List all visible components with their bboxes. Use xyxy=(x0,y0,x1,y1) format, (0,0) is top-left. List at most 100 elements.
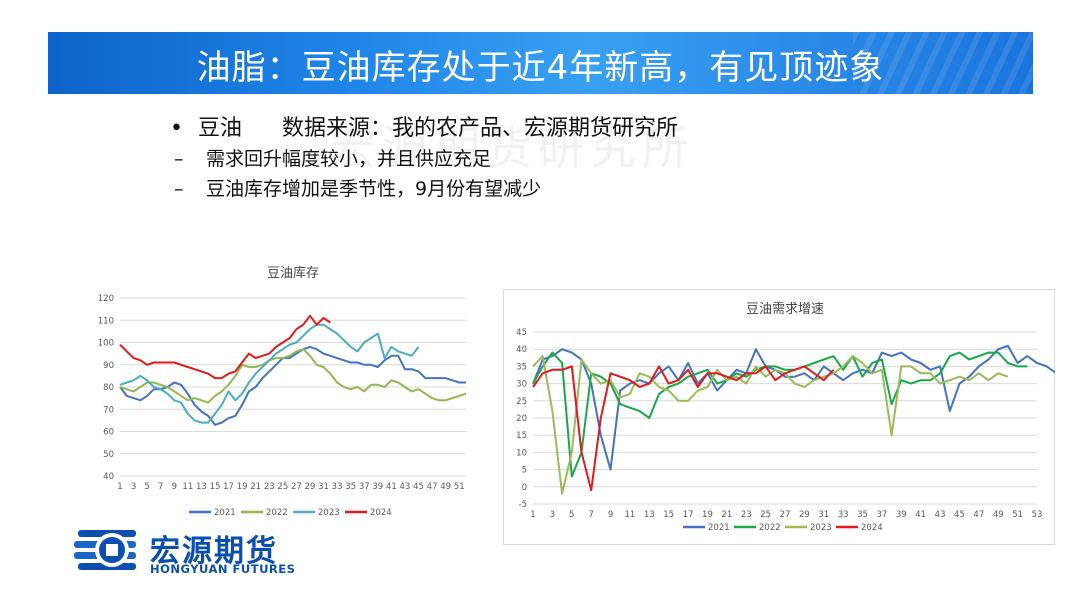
y-tick-label: 35 xyxy=(516,362,527,372)
x-tick-label: 51 xyxy=(1012,510,1023,520)
bullet-source: 数据来源：我的农产品、宏源期货研究所 xyxy=(282,116,679,141)
x-tick-label: 25 xyxy=(277,482,288,492)
x-tick-label: 39 xyxy=(372,482,383,492)
y-tick-label: 120 xyxy=(98,294,114,304)
x-tick-label: 27 xyxy=(291,482,302,492)
series-line-2022 xyxy=(119,348,467,404)
series-line-2021 xyxy=(119,345,466,426)
x-tick-label: 37 xyxy=(877,510,888,520)
y-tick-label: 50 xyxy=(103,450,114,460)
x-tick-label: 45 xyxy=(413,482,424,492)
legend-label: 2021 xyxy=(708,523,730,533)
y-tick-label: 5 xyxy=(522,466,527,476)
x-tick-label: 11 xyxy=(182,482,193,492)
y-tick-label: 110 xyxy=(98,316,114,326)
series-line-2023 xyxy=(119,323,420,424)
y-tick-label: 15 xyxy=(516,431,527,441)
y-tick-label: 90 xyxy=(103,361,114,371)
y-tick-label: 70 xyxy=(103,405,114,415)
y-tick-label: 60 xyxy=(103,428,114,438)
x-tick-label: 21 xyxy=(721,510,732,520)
x-tick-label: 15 xyxy=(210,482,221,492)
y-tick-label: 10 xyxy=(516,448,527,458)
x-tick-label: 29 xyxy=(305,482,316,492)
x-tick-label: 9 xyxy=(172,482,177,492)
logo-icon xyxy=(74,530,136,570)
x-tick-label: 43 xyxy=(400,482,411,492)
y-tick-label: 25 xyxy=(516,397,527,407)
x-tick-label: 35 xyxy=(857,510,868,520)
x-tick-label: 45 xyxy=(954,510,965,520)
x-tick-label: 29 xyxy=(799,510,810,520)
x-tick-label: 53 xyxy=(1032,510,1043,520)
x-tick-label: 51 xyxy=(454,482,465,492)
x-tick-label: 33 xyxy=(838,510,849,520)
x-tick-label: 19 xyxy=(237,482,248,492)
legend-label: 2024 xyxy=(861,523,883,533)
x-tick-label: 23 xyxy=(264,482,275,492)
y-tick-label: 40 xyxy=(103,472,114,482)
page-title: 油脂：豆油库存处于近4年新高，有见顶迹象 xyxy=(196,48,885,88)
y-tick-label: 100 xyxy=(98,339,114,349)
dash-icon: – xyxy=(174,148,184,170)
x-tick-label: 47 xyxy=(973,510,984,520)
bullet-sub-1: – 需求回升幅度较小，并且供应充足 xyxy=(174,144,678,174)
x-tick-label: 39 xyxy=(896,510,907,520)
x-tick-label: 23 xyxy=(741,510,752,520)
x-tick-label: 5 xyxy=(144,482,149,492)
y-tick-label: 40 xyxy=(516,345,527,355)
series-line-2021 xyxy=(532,344,1055,471)
x-tick-label: 3 xyxy=(550,510,555,520)
x-tick-label: 1 xyxy=(530,510,535,520)
x-tick-label: 17 xyxy=(683,510,694,520)
legend-label: 2023 xyxy=(810,523,832,533)
x-tick-label: 41 xyxy=(386,482,397,492)
x-tick-label: 13 xyxy=(196,482,207,492)
y-tick-label: 20 xyxy=(516,414,527,424)
x-tick-label: 49 xyxy=(993,510,1004,520)
bullet-dot-icon: • xyxy=(170,116,183,141)
x-tick-label: 1 xyxy=(117,482,122,492)
legend-label: 2024 xyxy=(370,508,392,518)
y-tick-label: 30 xyxy=(516,380,527,390)
x-tick-label: 7 xyxy=(158,482,163,492)
x-tick-label: 25 xyxy=(760,510,771,520)
series-line-2024 xyxy=(119,314,331,380)
bullet-sub-text: 需求回升幅度较小，并且供应充足 xyxy=(206,148,492,170)
bullet-sub-text: 豆油库存增加是季节性，9月份有望减少 xyxy=(206,178,542,200)
x-tick-label: 9 xyxy=(608,510,613,520)
x-tick-label: 35 xyxy=(345,482,356,492)
bullet-main: • 豆油 数据来源：我的农产品、宏源期货研究所 xyxy=(170,114,678,144)
y-tick-label: 45 xyxy=(516,328,527,338)
x-tick-label: 13 xyxy=(644,510,655,520)
legend-label: 2021 xyxy=(214,508,236,518)
bullet-list: • 豆油 数据来源：我的农产品、宏源期货研究所 – 需求回升幅度较小，并且供应充足 –… xyxy=(170,114,678,204)
y-tick-label: 80 xyxy=(103,383,114,393)
legend-label: 2022 xyxy=(266,508,288,518)
legend-label: 2022 xyxy=(759,523,781,533)
x-tick-label: 11 xyxy=(625,510,636,520)
x-tick-label: 21 xyxy=(250,482,261,492)
x-tick-label: 3 xyxy=(131,482,136,492)
title-bar-decoration xyxy=(853,32,1033,94)
bullet-main-label: 豆油 xyxy=(198,116,243,141)
legend-label: 2023 xyxy=(318,508,340,518)
chart-title: 豆油库存 xyxy=(267,265,319,281)
x-tick-label: 41 xyxy=(915,510,926,520)
x-tick-label: 47 xyxy=(427,482,438,492)
company-logo: 宏源期货 HONGYUAN FUTURES xyxy=(74,524,314,584)
x-tick-label: 37 xyxy=(359,482,370,492)
x-tick-label: 5 xyxy=(569,510,574,520)
logo-text-en: HONGYUAN FUTURES xyxy=(150,562,296,576)
series-line-2024 xyxy=(532,365,835,492)
x-tick-label: 31 xyxy=(318,482,329,492)
logo-text-cn: 宏源期货 xyxy=(150,534,278,569)
x-tick-label: 43 xyxy=(935,510,946,520)
x-tick-label: 27 xyxy=(780,510,791,520)
x-tick-label: 49 xyxy=(440,482,451,492)
x-tick-label: 19 xyxy=(702,510,713,520)
series-line-2022 xyxy=(532,351,1028,478)
y-tick-label: -5 xyxy=(519,500,527,510)
